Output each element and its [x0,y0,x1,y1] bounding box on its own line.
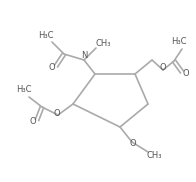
Text: O: O [130,139,136,147]
Text: O: O [49,64,55,72]
Text: N: N [81,50,87,60]
Text: CH₃: CH₃ [146,151,162,159]
Text: CH₃: CH₃ [95,39,111,48]
Text: O: O [160,64,166,72]
Text: H₃C: H₃C [16,86,32,94]
Text: H₃C: H₃C [171,37,187,46]
Text: O: O [30,118,36,126]
Text: O: O [183,68,189,78]
Text: H₃C: H₃C [38,31,54,39]
Text: O: O [54,108,60,118]
